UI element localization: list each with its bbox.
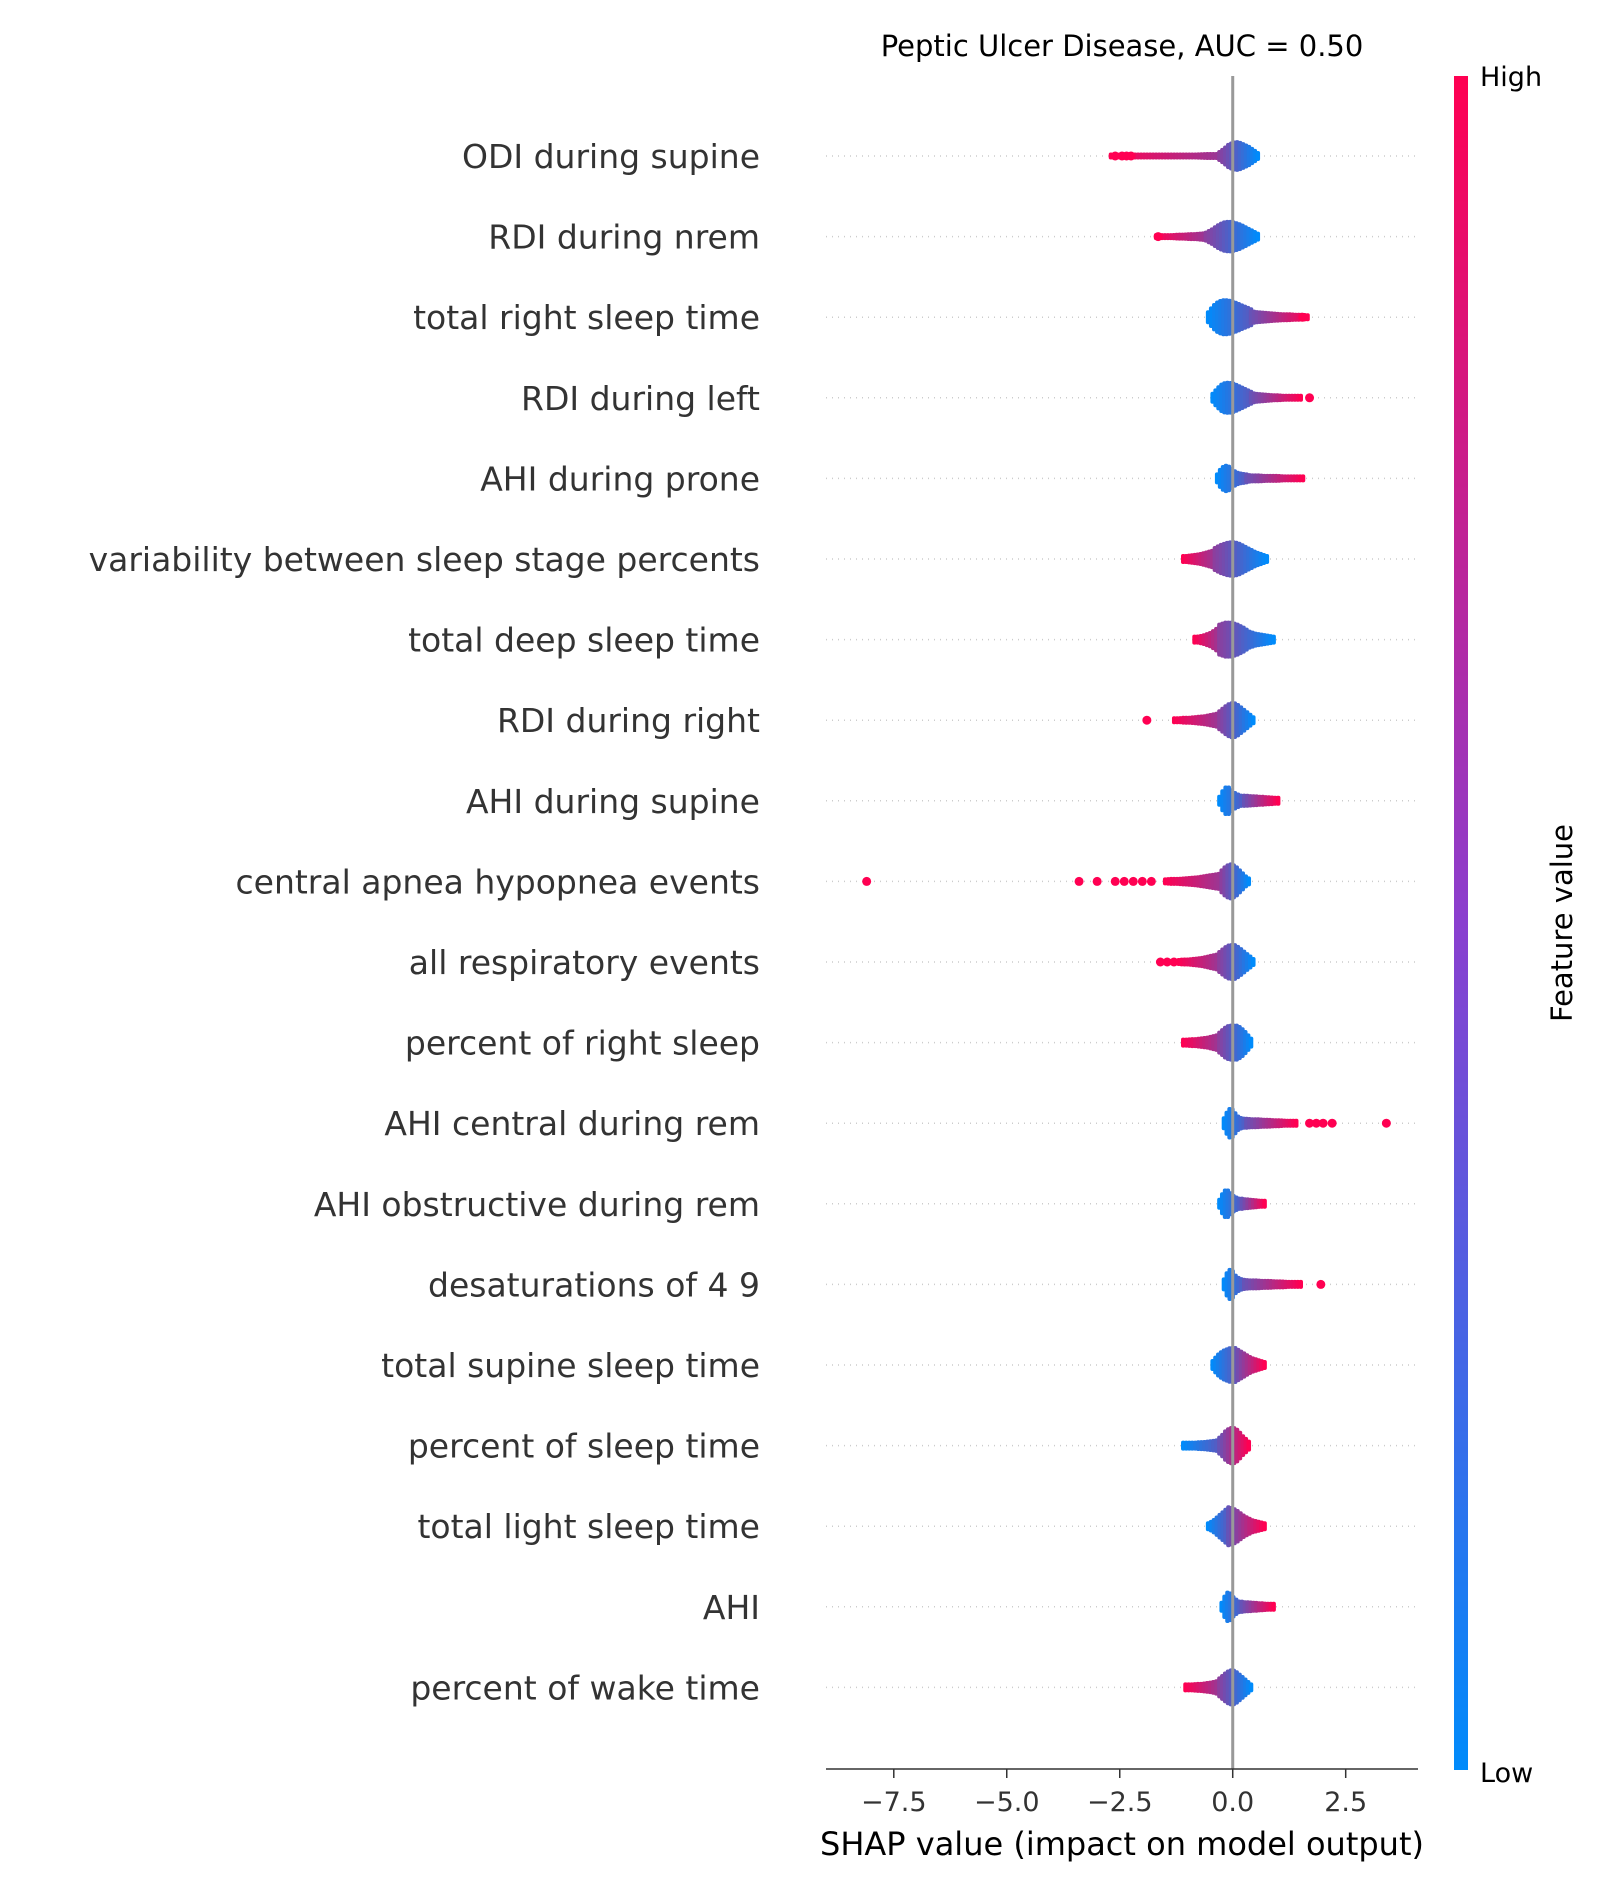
shap-outlier-point <box>1126 151 1136 161</box>
feature-row: percent of right sleep <box>405 1023 1418 1063</box>
x-tick-label: 0.0 <box>1211 1787 1254 1818</box>
shap-outlier-point <box>1155 957 1165 967</box>
shap-outlier-point <box>1316 1279 1326 1289</box>
feature-row: all respiratory events <box>409 943 1418 982</box>
shap-point-column <box>1271 1601 1276 1612</box>
feature-row: desaturations of 4 9 <box>428 1265 1418 1304</box>
feature-label: RDI during nrem <box>488 218 760 257</box>
feature-row: total supine sleep time <box>381 1346 1418 1385</box>
x-tick-label: −2.5 <box>1087 1787 1153 1818</box>
feature-label: percent of right sleep <box>405 1024 760 1063</box>
chart-title: Peptic Ulcer Disease, AUC = 0.50 <box>881 29 1364 63</box>
feature-row: AHI during prone <box>480 459 1418 498</box>
feature-label: all respiratory events <box>409 943 760 982</box>
shap-outlier-point <box>1074 876 1084 886</box>
shap-outlier-point <box>1381 1118 1391 1128</box>
feature-row: variability between sleep stage percents <box>89 540 1418 579</box>
feature-row: total deep sleep time <box>408 620 1418 660</box>
shap-point-column <box>1251 957 1256 967</box>
feature-label: AHI <box>703 1588 760 1627</box>
shap-outlier-point <box>1153 232 1163 242</box>
shap-point-column <box>1300 474 1306 483</box>
shap-point-column <box>1262 1360 1267 1370</box>
feature-label: AHI central during rem <box>384 1104 760 1143</box>
shap-point-column <box>1262 1198 1267 1209</box>
colorbar-title: Feature value <box>1545 824 1579 1022</box>
feature-row: RDI during nrem <box>488 218 1418 257</box>
shap-outlier-point <box>1298 312 1308 322</box>
feature-row: RDI during right <box>497 701 1418 740</box>
feature-label: total supine sleep time <box>381 1346 760 1385</box>
shap-point-column <box>1248 1036 1254 1049</box>
feature-row: percent of wake time <box>410 1668 1418 1707</box>
colorbar-low-label: Low <box>1480 1758 1533 1789</box>
shap-point-column <box>1255 231 1261 242</box>
feature-label: AHI during prone <box>480 459 760 498</box>
feature-label: total right sleep time <box>413 298 760 337</box>
shap-point-column <box>1262 1521 1267 1532</box>
colorbar-high-label: High <box>1480 62 1542 93</box>
shap-point-column <box>1275 795 1281 806</box>
shap-point-column <box>1298 393 1304 402</box>
shap-outlier-point <box>1162 957 1172 967</box>
shap-point-column <box>1255 151 1261 161</box>
shap-outlier-point <box>1092 876 1102 886</box>
x-tick-label: 2.5 <box>1324 1787 1367 1818</box>
shap-point-column <box>1271 634 1276 645</box>
feature-label: desaturations of 4 9 <box>428 1265 760 1304</box>
shap-outlier-point <box>1305 393 1315 403</box>
shap-point-column <box>1248 1682 1254 1693</box>
shap-point-column <box>1246 1439 1252 1452</box>
shap-outlier-point <box>1327 1118 1337 1128</box>
feature-row: total light sleep time <box>417 1505 1418 1548</box>
feature-label: central apnea hypopnea events <box>236 862 761 901</box>
feature-row: AHI central during rem <box>384 1104 1418 1143</box>
feature-label: AHI during supine <box>466 782 760 821</box>
shap-outlier-point <box>1119 876 1129 886</box>
feature-label: total light sleep time <box>417 1507 760 1546</box>
shap-outlier-point <box>1128 876 1138 886</box>
x-tick-label: −7.5 <box>861 1787 927 1818</box>
shap-point-column <box>1293 1118 1299 1128</box>
shap-point-column <box>1298 1279 1304 1289</box>
shap-outlier-point <box>1146 876 1156 886</box>
feature-label: AHI obstructive during rem <box>314 1185 760 1224</box>
feature-label: percent of wake time <box>410 1668 760 1707</box>
shap-outlier-point <box>1142 715 1152 725</box>
feature-row: AHI <box>703 1588 1418 1627</box>
feature-row: central apnea hypopnea events <box>236 862 1418 901</box>
shap-point-column <box>1251 715 1256 726</box>
feature-label: RDI during right <box>497 701 760 740</box>
feature-row: percent of sleep time <box>408 1426 1418 1466</box>
x-axis-label: SHAP value (impact on model output) <box>820 1825 1424 1863</box>
colorbar <box>1454 76 1468 1770</box>
feature-row: AHI during supine <box>466 782 1418 821</box>
shap-outlier-point <box>1305 1118 1315 1128</box>
shap-outlier-point <box>1110 151 1120 161</box>
shap-outlier-point <box>1311 1118 1321 1128</box>
feature-row: AHI obstructive during rem <box>314 1185 1418 1224</box>
shap-point-column <box>1264 554 1270 564</box>
x-tick-label: −5.0 <box>974 1787 1040 1818</box>
shap-outlier-point <box>1318 1118 1328 1128</box>
shap-outlier-point <box>862 876 872 886</box>
shap-outlier-point <box>1110 876 1120 886</box>
feature-label: ODI during supine <box>462 137 760 176</box>
feature-row: total right sleep time <box>413 298 1418 337</box>
shap-point-column <box>1246 876 1252 887</box>
feature-label: percent of sleep time <box>408 1427 760 1466</box>
feature-label: variability between sleep stage percents <box>89 540 760 579</box>
feature-label: total deep sleep time <box>408 621 760 660</box>
feature-row: ODI during supine <box>462 137 1418 176</box>
feature-row: RDI during left <box>521 379 1418 418</box>
shap-outlier-point <box>1137 876 1147 886</box>
feature-label: RDI during left <box>521 379 760 418</box>
shap-outlier-point <box>1169 957 1179 967</box>
